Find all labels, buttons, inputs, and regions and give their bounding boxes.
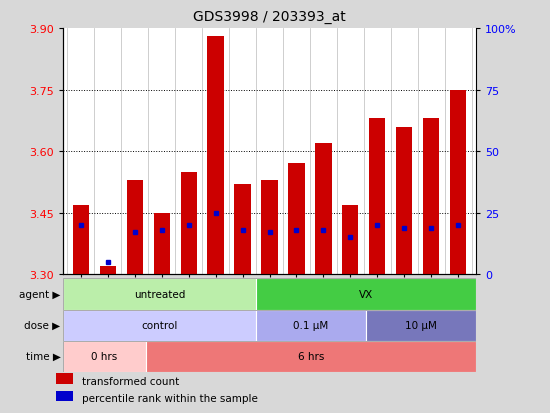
Text: 6 hrs: 6 hrs [298, 351, 324, 361]
Text: 0.1 μM: 0.1 μM [293, 320, 328, 330]
Bar [450, 90, 466, 275]
Bar [126, 180, 143, 275]
Text: time ▶: time ▶ [26, 351, 60, 361]
Bar [396, 127, 412, 275]
Bar [100, 266, 116, 275]
Bar [180, 172, 197, 275]
Bar [57, 391, 74, 401]
Bar [261, 180, 278, 275]
Text: percentile rank within the sample: percentile rank within the sample [82, 393, 258, 404]
Bar [153, 213, 170, 275]
Bar [315, 144, 332, 275]
Text: control: control [141, 320, 178, 330]
Bar [63, 341, 146, 372]
Bar [73, 205, 89, 275]
Bar [256, 279, 476, 310]
Text: untreated: untreated [134, 289, 185, 299]
Bar [63, 310, 256, 341]
Bar [423, 119, 439, 275]
Bar [366, 310, 476, 341]
Text: agent ▶: agent ▶ [19, 289, 60, 299]
Text: 10 μM: 10 μM [405, 320, 437, 330]
Bar [63, 279, 256, 310]
Bar [342, 205, 359, 275]
Bar [57, 373, 74, 384]
Bar [256, 310, 366, 341]
Text: dose ▶: dose ▶ [24, 320, 60, 330]
Bar [207, 37, 224, 275]
Bar [369, 119, 386, 275]
Bar [234, 185, 251, 275]
Text: VX: VX [359, 289, 373, 299]
Text: 0 hrs: 0 hrs [91, 351, 118, 361]
Text: transformed count: transformed count [82, 376, 179, 386]
Bar [288, 164, 305, 275]
Text: GDS3998 / 203393_at: GDS3998 / 203393_at [193, 10, 346, 24]
Bar [146, 341, 476, 372]
